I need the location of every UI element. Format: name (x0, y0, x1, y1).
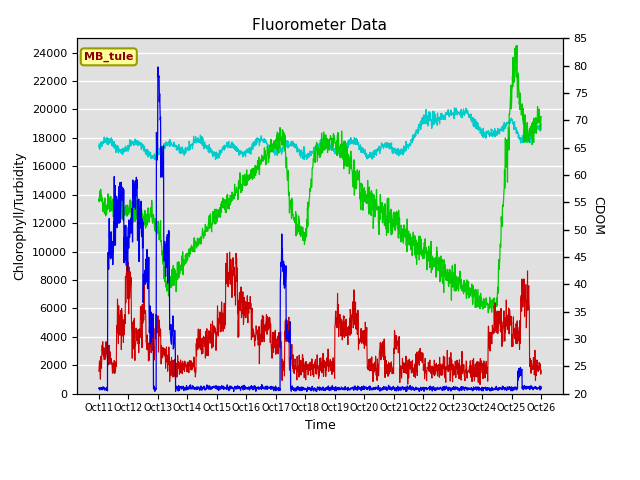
Text: MB_tule: MB_tule (84, 52, 134, 62)
Y-axis label: Chlorophyll/Turbidity: Chlorophyll/Turbidity (13, 152, 26, 280)
Legend: Chlorophyll, Turbidity, CDOM, WaterP: Chlorophyll, Turbidity, CDOM, WaterP (144, 476, 496, 480)
Title: Fluorometer Data: Fluorometer Data (253, 18, 387, 33)
Y-axis label: CDOM: CDOM (591, 196, 604, 236)
X-axis label: Time: Time (305, 419, 335, 432)
